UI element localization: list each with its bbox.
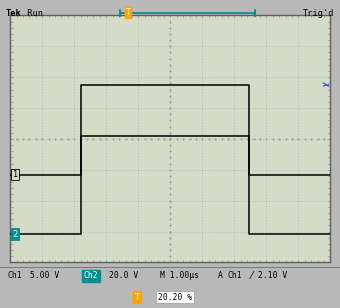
Text: M 1.00μs: M 1.00μs [160,271,199,281]
Text: 2.10 V: 2.10 V [258,271,287,281]
Text: T: T [135,293,139,302]
Text: 20.0 V: 20.0 V [109,271,138,281]
Text: ◄: ◄ [325,82,329,87]
Text: ⁄: ⁄ [251,271,253,281]
Text: T: T [126,8,130,17]
Text: Ch2: Ch2 [84,271,99,281]
Text: 5.00 V: 5.00 V [30,271,59,281]
Text: Tek: Tek [6,9,22,18]
Text: 1: 1 [12,170,18,179]
Text: A: A [218,271,223,281]
Text: Ch1: Ch1 [8,271,23,281]
Text: Ch1: Ch1 [228,271,243,281]
Text: Run: Run [22,9,43,18]
Text: Trig'd: Trig'd [303,9,334,18]
Text: 20.20 %: 20.20 % [158,293,192,302]
Text: 2: 2 [12,229,18,238]
